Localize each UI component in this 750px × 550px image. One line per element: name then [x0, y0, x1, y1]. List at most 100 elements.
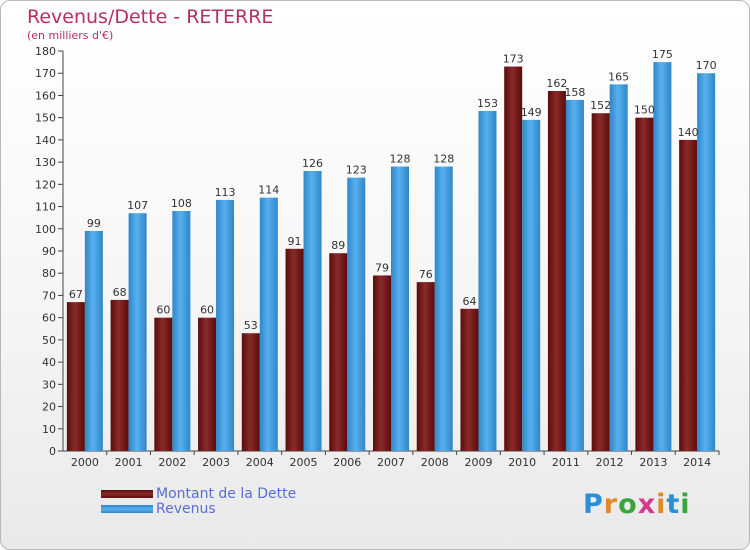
- data-label-dette: 64: [462, 295, 476, 308]
- x-tick-label: 2009: [464, 456, 492, 469]
- data-label-dette: 173: [503, 53, 524, 66]
- proxiti-logo: Proxiti: [583, 489, 691, 520]
- data-label-dette: 152: [590, 99, 611, 112]
- data-label-revenus: 126: [302, 157, 323, 170]
- bar-dette: [198, 317, 217, 451]
- data-label-dette: 150: [634, 104, 655, 117]
- y-tick-label: 10: [42, 423, 56, 436]
- bar-revenus: [391, 166, 409, 452]
- chart-title: Revenus/Dette - RETERRE: [27, 6, 274, 28]
- bar-dette: [460, 308, 479, 451]
- bar-dette: [66, 302, 85, 451]
- bar-revenus: [216, 199, 235, 451]
- data-label-dette: 53: [244, 319, 258, 332]
- logo-letter: r: [603, 489, 619, 520]
- y-tick-label: 100: [35, 223, 56, 236]
- data-label-revenus: 113: [215, 186, 236, 199]
- data-label-revenus: 128: [390, 153, 411, 166]
- chart-subtitle: (en milliers d'€): [27, 29, 114, 42]
- data-labels: 67 99 68 107 60 108 60 113 53 114 91 126 89 123 79 128 7…: [69, 48, 717, 332]
- y-tick-label: 50: [42, 334, 56, 347]
- bar-revenus: [128, 213, 147, 451]
- legend-swatch-revenus: [101, 505, 153, 513]
- bar-dette: [241, 333, 260, 451]
- bar-revenus: [84, 231, 103, 451]
- logo-letter: o: [618, 489, 638, 520]
- data-label-revenus: 170: [696, 59, 717, 72]
- bar-revenus: [522, 119, 541, 451]
- y-tick-label: 150: [35, 112, 56, 125]
- x-tick-label: 2007: [377, 456, 405, 469]
- data-label-dette: 91: [288, 235, 302, 248]
- bar-revenus: [172, 211, 191, 451]
- data-label-dette: 140: [678, 126, 699, 139]
- x-tick-label: 2005: [290, 456, 318, 469]
- data-label-revenus: 107: [127, 199, 148, 212]
- y-tick-label: 130: [35, 156, 56, 169]
- data-label-dette: 162: [546, 77, 567, 90]
- bar-revenus: [478, 111, 497, 451]
- data-label-revenus: 114: [258, 184, 279, 197]
- bar-revenus: [565, 99, 584, 451]
- bar-dette: [373, 275, 391, 451]
- bar-dette: [679, 139, 698, 451]
- logo-letter: i: [680, 489, 691, 520]
- y-tick-label: 40: [42, 356, 56, 369]
- data-label-dette: 79: [375, 261, 389, 274]
- data-label-revenus: 149: [521, 106, 542, 119]
- y-tick-label: 180: [35, 45, 56, 58]
- bar-dette: [591, 113, 610, 451]
- y-tick-label: 170: [35, 67, 56, 80]
- x-tick-label: 2013: [639, 456, 667, 469]
- data-label-revenus: 153: [477, 97, 498, 110]
- legend-label-revenus: Revenus: [156, 501, 216, 517]
- logo-letter: x: [637, 489, 657, 520]
- x-tick-label: 2006: [333, 456, 361, 469]
- x-tick-label: 2004: [246, 456, 274, 469]
- legend-swatch-dette: [101, 490, 153, 498]
- bars: [66, 62, 716, 452]
- bar-revenus: [609, 84, 628, 451]
- bar-dette: [547, 91, 566, 451]
- y-tick-label: 110: [35, 201, 56, 214]
- bar-revenus: [434, 166, 453, 452]
- bar-revenus: [303, 171, 322, 451]
- bar-revenus: [653, 62, 672, 451]
- data-label-dette: 60: [200, 304, 214, 317]
- x-tick-label: 2014: [683, 456, 711, 469]
- y-tick-label: 160: [35, 89, 56, 102]
- data-label-revenus: 175: [652, 48, 673, 61]
- y-tick-label: 140: [35, 134, 56, 147]
- x-tick-label: 2001: [115, 456, 143, 469]
- x-tick-label: 2010: [508, 456, 536, 469]
- bar-dette: [110, 299, 129, 451]
- x-tick-label: 2002: [158, 456, 186, 469]
- bar-revenus: [259, 197, 278, 451]
- data-label-dette: 60: [156, 304, 170, 317]
- y-tick-label: 0: [49, 445, 56, 458]
- y-tick-label: 80: [42, 267, 56, 280]
- bar-dette: [504, 66, 523, 452]
- data-label-revenus: 108: [171, 197, 192, 210]
- data-label-revenus: 128: [433, 153, 454, 166]
- data-label-revenus: 158: [564, 86, 585, 99]
- x-tick-label: 2012: [596, 456, 624, 469]
- y-tick-label: 70: [42, 289, 56, 302]
- data-label-dette: 89: [331, 239, 345, 252]
- bar-revenus: [697, 73, 716, 451]
- logo-letter: i: [656, 489, 667, 520]
- data-label-dette: 67: [69, 288, 83, 301]
- x-tick-label: 2011: [552, 456, 580, 469]
- data-label-dette: 68: [113, 286, 127, 299]
- logo-letter: P: [583, 489, 604, 520]
- bar-revenus: [347, 177, 366, 451]
- legend-label-dette: Montant de la Dette: [156, 486, 297, 502]
- bar-dette: [285, 248, 304, 451]
- data-label-dette: 76: [419, 268, 433, 281]
- y-tick-label: 90: [42, 245, 56, 258]
- y-tick-label: 60: [42, 312, 56, 325]
- bar-dette: [329, 253, 348, 451]
- x-tick-label: 2003: [202, 456, 230, 469]
